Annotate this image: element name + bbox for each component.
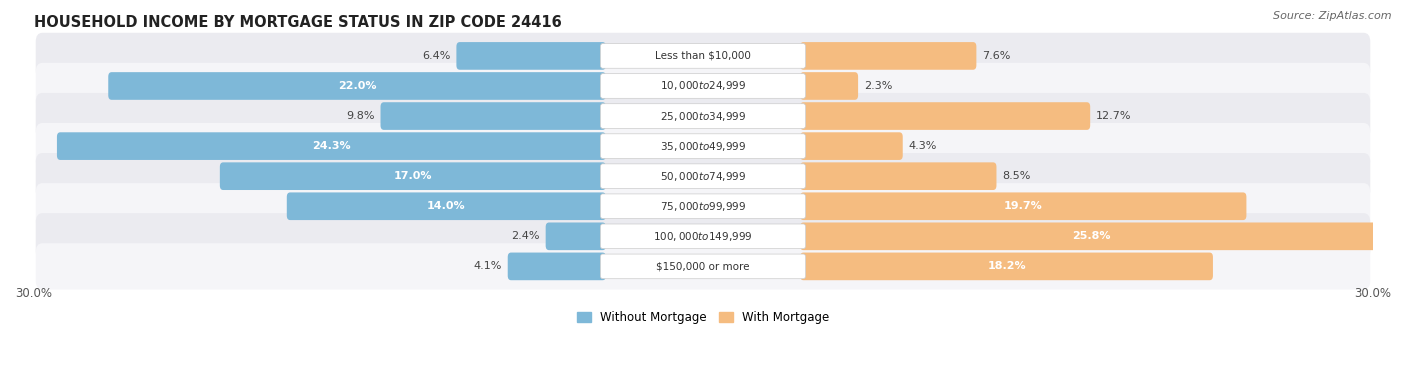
Text: 4.3%: 4.3% <box>908 141 936 151</box>
Text: 8.5%: 8.5% <box>1002 171 1031 181</box>
FancyBboxPatch shape <box>800 72 858 100</box>
Text: $25,000 to $34,999: $25,000 to $34,999 <box>659 110 747 123</box>
Legend: Without Mortgage, With Mortgage: Without Mortgage, With Mortgage <box>572 306 834 328</box>
FancyBboxPatch shape <box>35 183 1371 229</box>
FancyBboxPatch shape <box>287 192 606 220</box>
Text: $100,000 to $149,999: $100,000 to $149,999 <box>654 230 752 243</box>
FancyBboxPatch shape <box>800 222 1382 250</box>
Text: $10,000 to $24,999: $10,000 to $24,999 <box>659 80 747 92</box>
Text: 25.8%: 25.8% <box>1071 231 1111 241</box>
FancyBboxPatch shape <box>35 63 1371 109</box>
Text: $50,000 to $74,999: $50,000 to $74,999 <box>659 170 747 183</box>
FancyBboxPatch shape <box>800 102 1090 130</box>
Text: 2.4%: 2.4% <box>512 231 540 241</box>
Text: 24.3%: 24.3% <box>312 141 350 151</box>
Text: 19.7%: 19.7% <box>1004 201 1043 211</box>
FancyBboxPatch shape <box>35 153 1371 199</box>
FancyBboxPatch shape <box>546 222 606 250</box>
FancyBboxPatch shape <box>600 74 806 98</box>
FancyBboxPatch shape <box>800 42 976 70</box>
Text: 14.0%: 14.0% <box>427 201 465 211</box>
Text: 7.6%: 7.6% <box>981 51 1011 61</box>
Text: 22.0%: 22.0% <box>337 81 377 91</box>
Text: 4.1%: 4.1% <box>474 261 502 271</box>
Text: Source: ZipAtlas.com: Source: ZipAtlas.com <box>1274 11 1392 21</box>
Text: 6.4%: 6.4% <box>422 51 451 61</box>
Text: $35,000 to $49,999: $35,000 to $49,999 <box>659 139 747 153</box>
FancyBboxPatch shape <box>600 254 806 279</box>
Text: HOUSEHOLD INCOME BY MORTGAGE STATUS IN ZIP CODE 24416: HOUSEHOLD INCOME BY MORTGAGE STATUS IN Z… <box>34 15 561 30</box>
FancyBboxPatch shape <box>35 93 1371 139</box>
FancyBboxPatch shape <box>600 44 806 68</box>
FancyBboxPatch shape <box>35 213 1371 259</box>
FancyBboxPatch shape <box>800 253 1213 280</box>
Text: 2.3%: 2.3% <box>863 81 891 91</box>
Text: $150,000 or more: $150,000 or more <box>657 261 749 271</box>
FancyBboxPatch shape <box>35 243 1371 290</box>
FancyBboxPatch shape <box>35 33 1371 79</box>
FancyBboxPatch shape <box>508 253 606 280</box>
FancyBboxPatch shape <box>600 134 806 158</box>
Text: 9.8%: 9.8% <box>346 111 375 121</box>
FancyBboxPatch shape <box>800 162 997 190</box>
FancyBboxPatch shape <box>35 123 1371 169</box>
FancyBboxPatch shape <box>800 192 1246 220</box>
FancyBboxPatch shape <box>219 162 606 190</box>
Text: Less than $10,000: Less than $10,000 <box>655 51 751 61</box>
FancyBboxPatch shape <box>600 164 806 188</box>
FancyBboxPatch shape <box>600 194 806 219</box>
Text: 18.2%: 18.2% <box>987 261 1026 271</box>
FancyBboxPatch shape <box>800 132 903 160</box>
FancyBboxPatch shape <box>600 224 806 249</box>
Text: 12.7%: 12.7% <box>1095 111 1132 121</box>
Text: $75,000 to $99,999: $75,000 to $99,999 <box>659 200 747 213</box>
Text: 17.0%: 17.0% <box>394 171 432 181</box>
FancyBboxPatch shape <box>108 72 606 100</box>
FancyBboxPatch shape <box>457 42 606 70</box>
FancyBboxPatch shape <box>56 132 606 160</box>
FancyBboxPatch shape <box>600 104 806 129</box>
FancyBboxPatch shape <box>381 102 606 130</box>
